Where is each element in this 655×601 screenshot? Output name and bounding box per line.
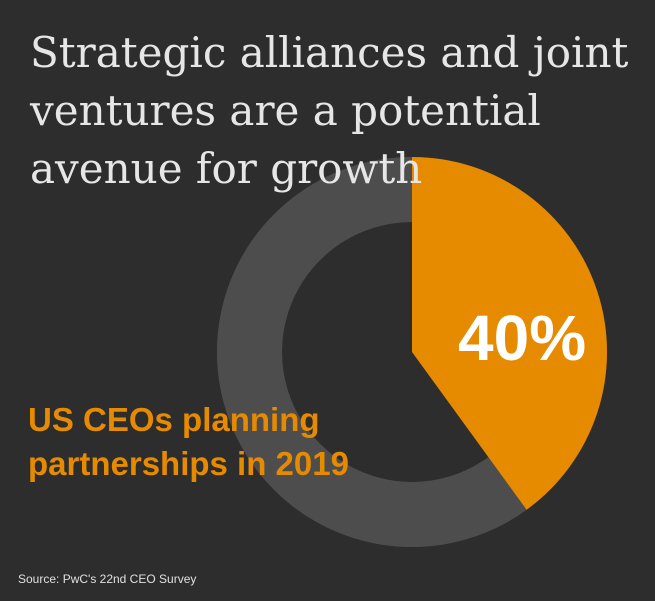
source-note: Source: PwC's 22nd CEO Survey — [18, 572, 197, 586]
chart-caption: US CEOs planning partnerships in 2019 — [28, 401, 349, 482]
highlight-slice — [412, 157, 607, 510]
remainder-slice — [216, 157, 527, 547]
data-label: 40% — [458, 302, 587, 374]
chart-title: Strategic alliances and joint ventures a… — [30, 28, 629, 193]
